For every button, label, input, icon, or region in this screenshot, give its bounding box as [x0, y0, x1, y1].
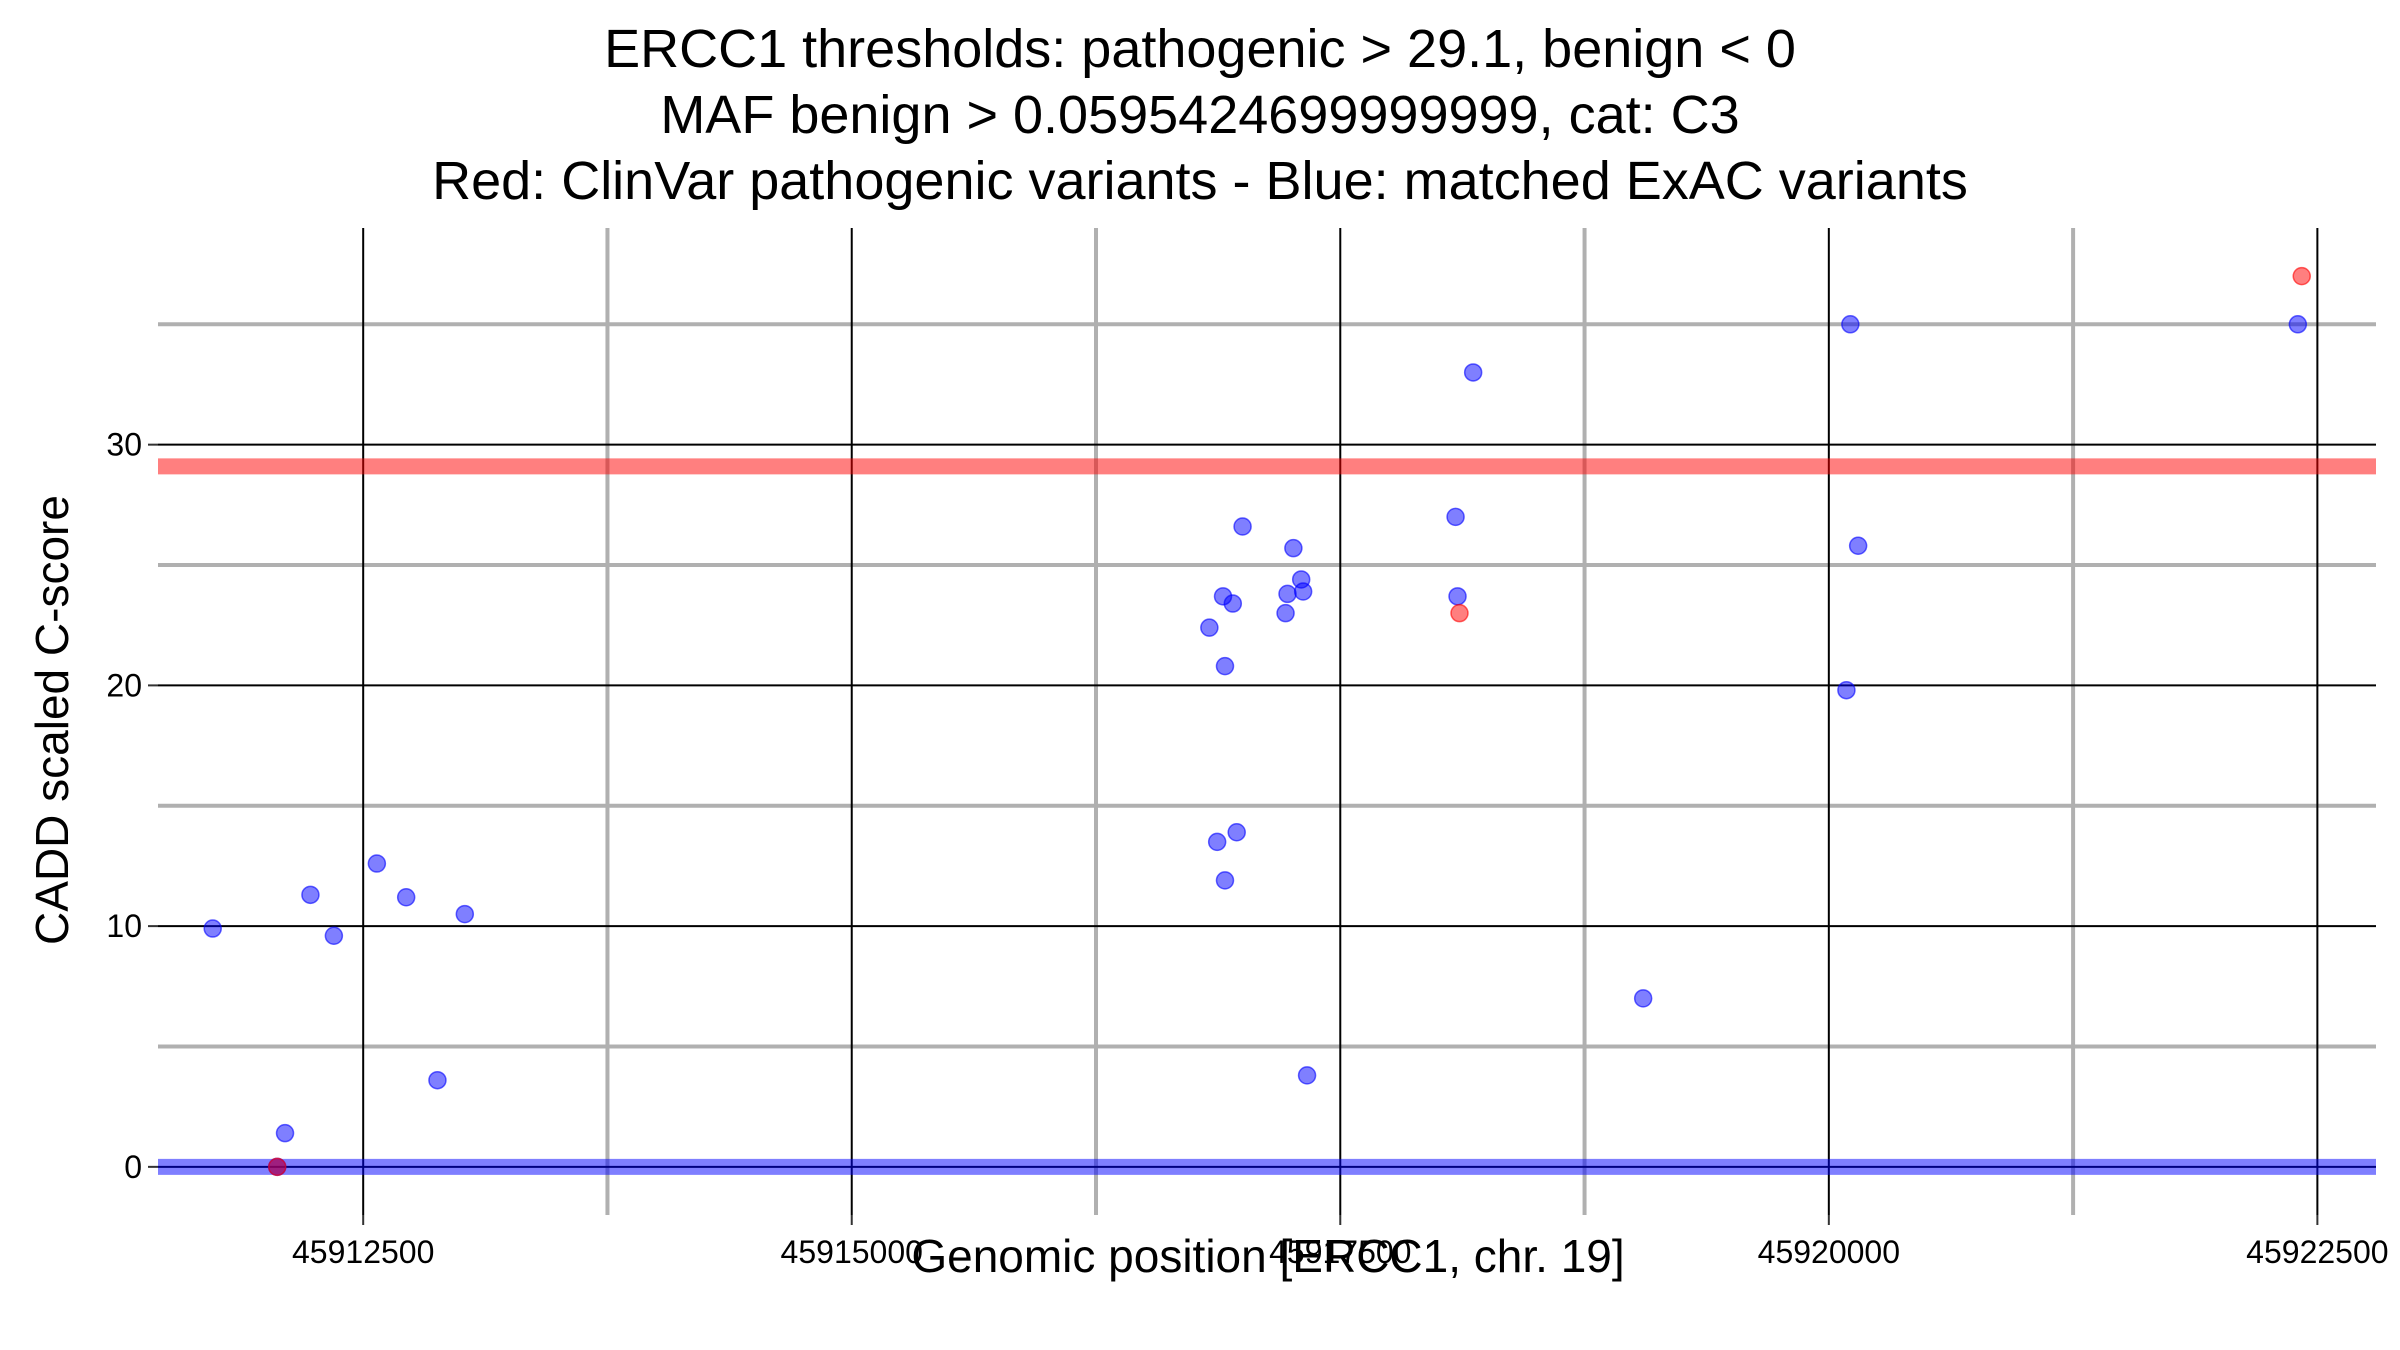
exac-point: [1463, 363, 1483, 382]
exac-point: [1207, 832, 1227, 852]
exac-point: [203, 919, 222, 938]
x-tick-label: 45915000: [781, 1234, 923, 1270]
exac-point: [1633, 989, 1653, 1008]
clinvar-point: [267, 1157, 287, 1177]
data-points: [203, 266, 2311, 1177]
exac-point: [1446, 507, 1465, 527]
x-tick-label: 45920000: [1758, 1234, 1900, 1270]
exac-point: [1284, 538, 1303, 558]
tick-marks: [148, 443, 2319, 1225]
exac-point: [1837, 680, 1856, 700]
exac-point: [1841, 315, 1860, 334]
exac-point: [1293, 582, 1313, 601]
threshold-lines: [158, 458, 2376, 1175]
exac-point: [1848, 536, 1868, 556]
exac-point: [1448, 587, 1467, 606]
clinvar-point: [1450, 603, 1469, 623]
exac-point: [1233, 517, 1252, 536]
y-axis-title: CADD scaled C-score: [26, 495, 78, 945]
grid-lines: [158, 228, 2376, 1215]
exac-point: [1215, 871, 1235, 890]
exac-point: [324, 926, 344, 946]
clinvar-point: [2292, 266, 2311, 286]
exac-point: [396, 887, 416, 907]
exac-point: [1223, 594, 1243, 613]
exac-point: [455, 904, 475, 924]
x-axis-title: Genomic position [ERCC1, chr. 19]: [911, 1230, 1624, 1282]
y-tick-label: 30: [106, 427, 142, 463]
exac-point: [367, 854, 387, 873]
x-tick-label: 45917500: [1269, 1234, 1411, 1270]
exac-point: [428, 1070, 447, 1090]
exac-point: [1227, 822, 1246, 842]
y-tick-label: 0: [124, 1149, 142, 1185]
exac-point: [275, 1123, 295, 1143]
exac-point: [1215, 656, 1235, 676]
tick-labels: 45912500 45915000 45917500 45920000 45922500…: [106, 427, 2388, 1270]
exac-point: [2288, 315, 2308, 334]
exac-point: [301, 885, 320, 905]
chart-title-line-2: MAF benign > 0.0595424699999999, cat: C3: [660, 85, 1740, 145]
y-tick-label: 10: [106, 908, 142, 944]
y-tick-label: 20: [106, 667, 142, 703]
exac-point: [1278, 584, 1297, 604]
exac-point: [1276, 603, 1295, 623]
x-tick-label: 45912500: [292, 1234, 434, 1270]
x-tick-label: 45922500: [2246, 1234, 2388, 1270]
exac-point: [1297, 1066, 1317, 1085]
chart-title-line-3: Red: ClinVar pathogenic variants - Blue:…: [432, 151, 1968, 211]
chart-title-line-1: ERCC1 thresholds: pathogenic > 29.1, ben…: [604, 19, 1796, 79]
exac-point: [1200, 618, 1219, 637]
